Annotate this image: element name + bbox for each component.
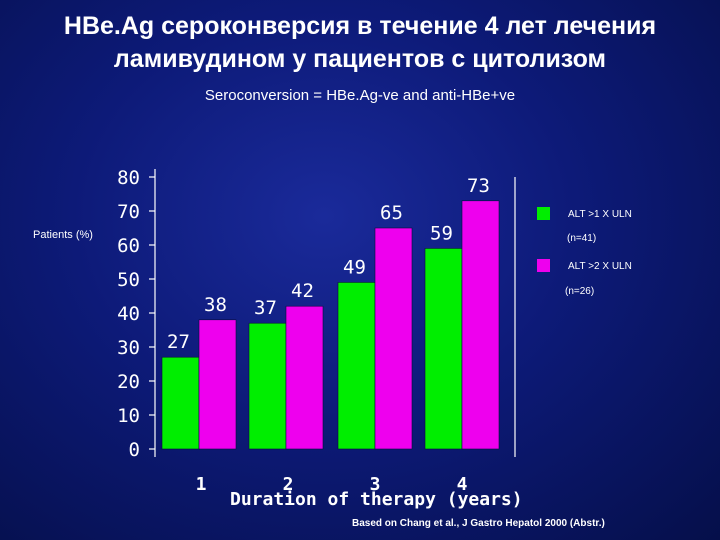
bar-2-1 bbox=[198, 319, 237, 450]
legend-swatch bbox=[537, 259, 550, 272]
data-label: 49 bbox=[343, 256, 366, 278]
bar-1-3 bbox=[337, 282, 376, 450]
data-label: 42 bbox=[291, 280, 314, 302]
x-tick-label: 4 bbox=[457, 474, 468, 495]
data-label: 38 bbox=[204, 294, 227, 316]
y-tick-label: 20 bbox=[117, 371, 140, 393]
y-tick-label: 30 bbox=[117, 337, 140, 359]
source-citation: Based on Chang et al., J Gastro Hepatol … bbox=[352, 518, 605, 529]
legend-note: (n=41) bbox=[567, 233, 596, 244]
data-label: 37 bbox=[254, 297, 277, 319]
data-label: 73 bbox=[467, 175, 490, 197]
legend-label: ALT >2 X ULN bbox=[568, 261, 632, 272]
x-tick-label: 3 bbox=[370, 474, 381, 495]
bar-2-3 bbox=[374, 227, 413, 450]
data-label: 65 bbox=[380, 202, 403, 224]
bar-2-4 bbox=[461, 200, 500, 450]
legend-swatch bbox=[537, 207, 550, 220]
bar-1-1 bbox=[161, 356, 200, 450]
y-tick-label: 50 bbox=[117, 269, 140, 291]
data-label: 59 bbox=[430, 222, 453, 244]
x-axis-label: Duration of therapy (years) bbox=[230, 489, 523, 510]
x-tick-label: 1 bbox=[196, 474, 207, 495]
y-tick-label: 60 bbox=[117, 235, 140, 257]
bar-1-2 bbox=[248, 322, 287, 450]
data-label: 27 bbox=[167, 331, 190, 353]
legend-label: ALT >1 X ULN bbox=[568, 209, 632, 220]
bar-1-4 bbox=[424, 248, 463, 450]
y-tick-label: 40 bbox=[117, 303, 140, 325]
y-tick-label: 70 bbox=[117, 201, 140, 223]
y-tick-label: 10 bbox=[117, 405, 140, 427]
bar-2-2 bbox=[285, 305, 324, 450]
legend-note: (n=26) bbox=[565, 286, 594, 297]
y-tick-label: 80 bbox=[117, 167, 140, 189]
chart-subtitle: Seroconversion = HBe.Ag-ve and anti-HBe+… bbox=[204, 87, 516, 104]
y-axis-label: Patients (%) bbox=[33, 229, 93, 241]
chart-title: HBe.Ag сероконверсия в течение 4 лет леч… bbox=[63, 12, 657, 73]
y-tick-label: 0 bbox=[129, 439, 140, 461]
x-tick-label: 2 bbox=[283, 474, 294, 495]
